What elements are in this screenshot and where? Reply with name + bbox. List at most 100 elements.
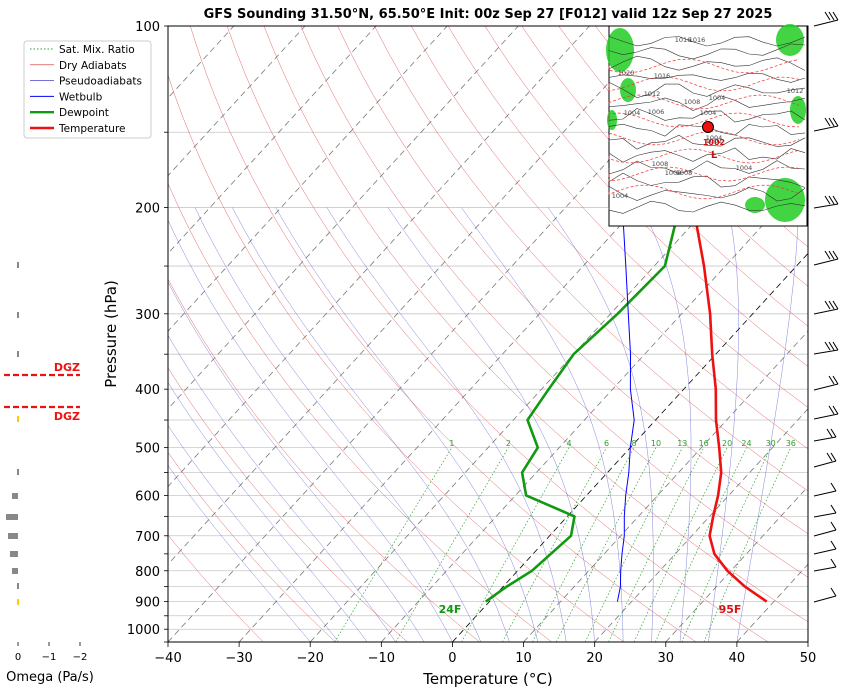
map-boundary (608, 55, 806, 71)
map-contour-label: 1004 (612, 192, 629, 200)
omega-bar (17, 416, 19, 422)
dgz-label: DGZ (54, 361, 80, 374)
wind-barb-feather (828, 375, 835, 385)
wind-barb (813, 11, 839, 27)
isotherm (0, 26, 21, 642)
mixing-ratio-line (655, 447, 747, 642)
wind-barb-shaft (813, 413, 839, 420)
omega-bar (17, 351, 19, 357)
mixing-ratio-label: 1 (449, 439, 454, 448)
dry-adiabat (226, 26, 769, 642)
mixing-ratio-labels: 1 2 4 6 8 10 13 16 20 24 30 36 (449, 439, 796, 448)
mixing-ratio-label: 16 (699, 439, 709, 448)
omega-bar (17, 583, 19, 589)
map-contour-label: 1004 (709, 94, 726, 102)
map-contour-label: 1004 (624, 109, 641, 117)
wind-barb-feather (830, 540, 837, 550)
isotherm (168, 26, 306, 177)
mixing-ratio-line (461, 447, 570, 642)
wind-barb-shaft (813, 566, 837, 572)
map-boundary (608, 81, 806, 99)
pseudoadiabat (168, 334, 396, 642)
wind-barb (813, 504, 837, 518)
isotherm (168, 26, 448, 332)
wind-barb-shaft (813, 490, 837, 497)
temperature-tick-label: −10 (368, 651, 395, 666)
map-contour-label: 1008 (652, 160, 669, 168)
wind-barb-feather (830, 587, 837, 597)
map-boundary (608, 123, 806, 137)
map-contour-label: 1016 (675, 36, 692, 44)
map-contour-label: 1016 (689, 36, 706, 44)
wind-barb-feather (828, 300, 835, 310)
map-boundary (608, 43, 806, 60)
pressure-tick-label: 700 (135, 530, 160, 545)
surface-dewpoint-label: 24F (439, 603, 462, 616)
map-isobar (608, 112, 800, 128)
pseudoadiabat (168, 281, 425, 642)
wind-barb-feather (832, 341, 839, 351)
wind-barb (813, 587, 837, 603)
mixing-ratio-label: 6 (604, 439, 609, 448)
temperature-axis-label: Temperature (°C) (422, 670, 552, 688)
pseudoadiabat (168, 425, 339, 642)
temperature-tick-label: 20 (586, 651, 603, 666)
wind-barb-feather (828, 405, 835, 415)
map-boundary (608, 172, 806, 188)
pressure-tick-label: 800 (135, 565, 160, 580)
wind-barb (813, 117, 839, 132)
map-contour-label: 1008 (676, 169, 693, 177)
wind-barb-shaft (813, 529, 837, 537)
pseudoadiabat (168, 219, 453, 642)
pressure-tick-label: 900 (135, 596, 160, 611)
temperature-tick-label: −20 (297, 651, 324, 666)
wind-barb (813, 341, 839, 355)
wind-barb (813, 375, 839, 391)
mixing-ratio-label: 8 (631, 439, 636, 448)
legend-box (23, 40, 152, 139)
mixing-ratio-line (608, 447, 705, 642)
pressure-tick-label: 200 (135, 202, 160, 217)
map-contour-label: 1008 (665, 169, 682, 177)
map-contour-label: 1002 (706, 137, 723, 145)
mixing-ratio-line (395, 447, 509, 642)
wind-barb-feather (830, 482, 837, 492)
dry-adiabat (411, 26, 808, 450)
background-lines (0, 26, 808, 642)
omega-bar (17, 469, 19, 475)
wind-barb (813, 250, 839, 266)
omega-bar (6, 514, 18, 520)
map-boundary (608, 160, 806, 175)
pseudoadiabat (547, 207, 654, 642)
wind-barb-feather (830, 504, 837, 514)
wind-barb-feather (832, 375, 839, 385)
temperature-axis: −40 −30 −20 −10 0 10 20 30 40 50 (154, 642, 816, 666)
map-contour-label: 1020 (618, 69, 635, 77)
omega-bar (17, 599, 19, 605)
temperature-tick-label: 30 (658, 651, 675, 666)
wind-barb (813, 452, 837, 468)
pseudoadiabat (232, 207, 510, 642)
mixing-ratio-line (502, 447, 607, 642)
pressure-tick-label: 300 (135, 308, 160, 323)
mixing-ratio-line (584, 447, 683, 642)
legend: Sat. Mix. Ratio Dry Adiabats Pseudoadiabat… (23, 40, 152, 139)
map-boundary (608, 185, 806, 202)
wind-barb-feather (832, 195, 839, 205)
dry-adiabat (300, 26, 808, 578)
wind-barb-feather (826, 428, 833, 438)
mixing-ratio-label: 4 (566, 439, 571, 448)
surface-temperature-label: 95F (719, 603, 742, 616)
pressure-tick-label: 1000 (127, 623, 160, 638)
pseudoadiabat (387, 207, 595, 642)
wind-barb (813, 482, 837, 497)
dry-adiabat (447, 26, 808, 408)
wind-barb-feather (830, 521, 837, 531)
pressure-tick-label: 500 (135, 442, 160, 457)
omega-bar (12, 493, 18, 499)
map-contour-label: 1016 (654, 72, 671, 80)
wind-barb (813, 405, 839, 420)
legend-label: Sat. Mix. Ratio (59, 44, 135, 56)
precip-area (606, 28, 634, 72)
